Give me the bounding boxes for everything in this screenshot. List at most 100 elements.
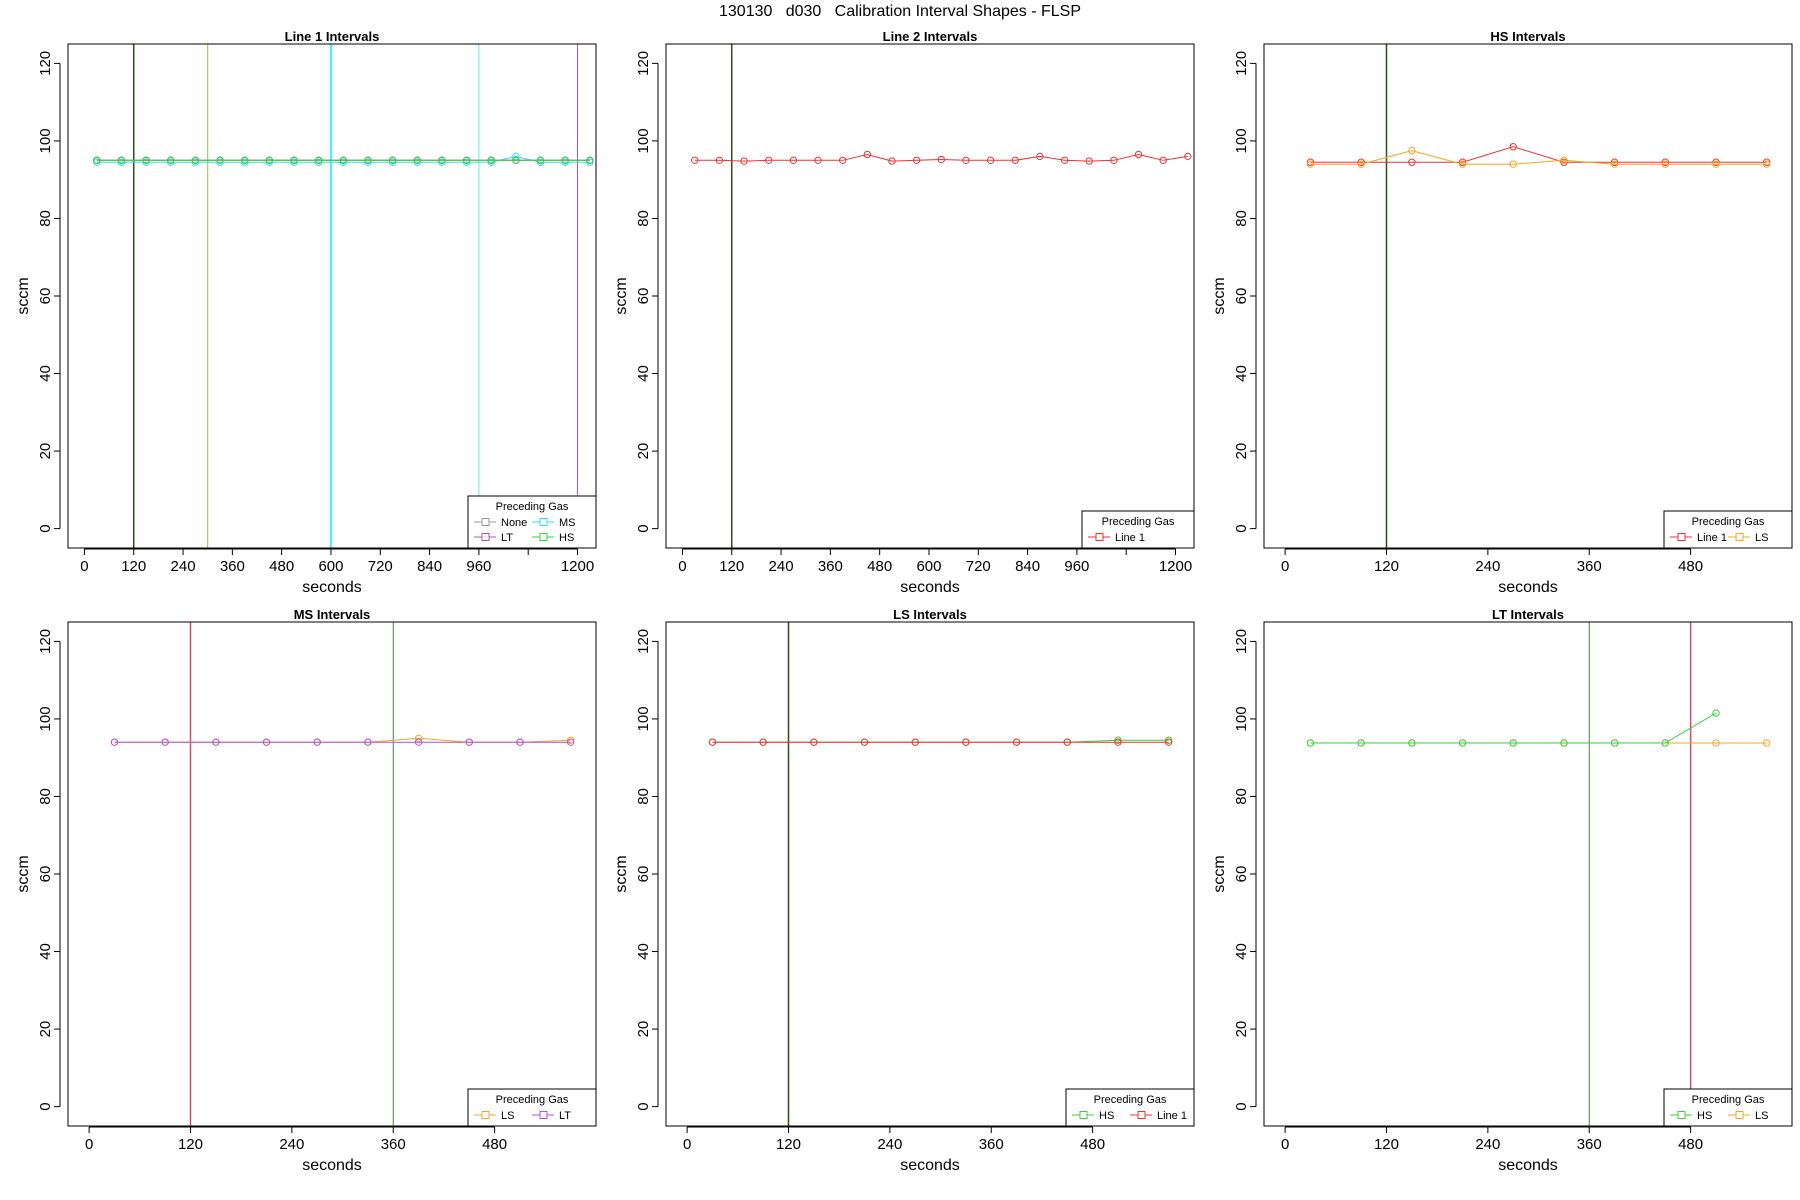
- data-point-line-1: [810, 738, 818, 746]
- y-tick-label: 0: [635, 524, 652, 532]
- data-point-line-1: [1661, 158, 1669, 166]
- y-tick-label: 20: [37, 1021, 54, 1038]
- x-tick-label: 360: [979, 1136, 1004, 1153]
- data-point-ms: [536, 158, 545, 166]
- legend-title: Preceding Gas: [1102, 516, 1175, 528]
- x-tick-label: 480: [1080, 1136, 1105, 1153]
- x-tick-label: 480: [482, 1136, 507, 1153]
- data-point-ms: [314, 158, 323, 166]
- plot-frame: [665, 621, 1195, 1127]
- data-point-hs: [512, 156, 520, 165]
- chart-panel-2: Line 2 Intervals 0 20 40 60 80 100 120 sccm 0 120 2…: [613, 29, 1195, 596]
- y-tick-label: 60: [635, 866, 652, 883]
- data-point-line-1: [1114, 738, 1122, 746]
- data-point-hs: [1712, 709, 1720, 717]
- legend-marker-lt: [539, 1111, 548, 1119]
- y-tick-label: 80: [635, 788, 652, 805]
- y-tick-label: 120: [1233, 51, 1250, 76]
- x-tick-label: 360: [818, 558, 843, 575]
- y-tick-label: 100: [635, 706, 652, 731]
- data-point-line-1: [1012, 738, 1021, 746]
- data-point-hs: [1306, 739, 1315, 747]
- data-point-hs: [265, 156, 274, 165]
- x-tick-label: 1200: [1159, 558, 1192, 575]
- data-point-hs: [487, 156, 495, 165]
- legend-marker-lt: [481, 533, 490, 541]
- chart-title: LT Intervals: [1492, 607, 1564, 622]
- data-point-line-1: [1011, 156, 1019, 165]
- data-point-hs: [1610, 739, 1619, 747]
- chart-panel-6: LT Intervals 0 20 40 60 80 100 120 sccm 0 120 240 36…: [1211, 607, 1793, 1174]
- reference-lines: [1588, 622, 1692, 1126]
- legend: Preceding Gas HS Line 1: [1065, 1088, 1195, 1127]
- data-point-line-1: [1357, 158, 1365, 166]
- data-point-hs: [191, 156, 200, 165]
- data-point-line-1: [708, 738, 717, 746]
- chart-panel-3: HS Intervals 0 20 40 60 80 100 120 sccm 0 120 240 36…: [1211, 29, 1793, 596]
- y-axis: 0 20 40 60 80 100 120 sccm: [1211, 629, 1257, 1111]
- data-point-line-1: [911, 738, 919, 746]
- data-point-ms: [438, 158, 446, 166]
- x-tick-label: 240: [1475, 558, 1500, 575]
- data-point-ls: [1357, 160, 1365, 168]
- legend: Preceding Gas LS LT: [467, 1088, 597, 1127]
- x-tick-label: 360: [1577, 558, 1602, 575]
- series-group: [691, 150, 1192, 165]
- data-point-line-1: [912, 156, 921, 165]
- legend-title: Preceding Gas: [1692, 516, 1765, 528]
- legend: Preceding Gas Line 1 LS: [1663, 510, 1793, 549]
- data-point-hs: [438, 156, 446, 165]
- x-axis: 0 120 240 360 480 600 720 840 960 1200 seconds: [678, 548, 1192, 596]
- y-tick-label: 100: [1233, 706, 1250, 731]
- series-line-line-1: [1310, 146, 1767, 163]
- data-point-ms: [586, 158, 594, 166]
- data-point-ls: [1408, 146, 1416, 155]
- y-axis-label: sccm: [613, 855, 630, 892]
- legend-label-line-1: Line 1: [1157, 1110, 1187, 1122]
- data-point-ms: [93, 158, 101, 166]
- y-tick-label: 0: [1233, 524, 1250, 532]
- data-point-hs: [93, 156, 101, 165]
- figure-title: 130130 d030 Calibration Interval Shapes …: [719, 3, 1081, 20]
- data-point-hs: [1509, 739, 1517, 747]
- y-tick-label: 120: [635, 629, 652, 654]
- data-point-ls: [1306, 160, 1315, 168]
- data-point-hs: [388, 156, 397, 165]
- data-point-ls: [1560, 156, 1568, 165]
- legend-marker-ls: [481, 1111, 490, 1119]
- data-point-lt: [516, 738, 524, 746]
- x-tick-label: 960: [466, 558, 491, 575]
- x-tick-label: 480: [1678, 1136, 1703, 1153]
- x-tick-label: 600: [318, 558, 343, 575]
- y-tick-label: 40: [635, 365, 652, 382]
- y-axis-label: sccm: [1211, 277, 1228, 314]
- data-point-ls: [1509, 160, 1517, 168]
- y-tick-label: 0: [37, 1102, 54, 1110]
- data-point-line-1: [1085, 157, 1093, 165]
- x-tick-label: 240: [1475, 1136, 1500, 1153]
- y-tick-label: 20: [1233, 443, 1250, 460]
- y-tick-label: 100: [1233, 128, 1250, 153]
- y-axis: 0 20 40 60 80 100 120 sccm: [15, 629, 61, 1111]
- data-point-hs: [1560, 739, 1568, 747]
- series-line-line-1: [694, 153, 1188, 162]
- plot-frame: [1263, 621, 1793, 1127]
- data-point-line-1: [1134, 150, 1143, 159]
- data-point-line-1: [860, 738, 869, 746]
- data-point-hs: [413, 156, 421, 165]
- data-point-line-1: [1036, 152, 1044, 161]
- chart-title: MS Intervals: [294, 607, 371, 622]
- legend-marker-hs: [1079, 1111, 1088, 1119]
- legend-marker-line-1: [1095, 533, 1104, 541]
- x-tick-label: 240: [877, 1136, 902, 1153]
- data-point-ls: [1458, 160, 1467, 168]
- y-tick-label: 20: [635, 1021, 652, 1038]
- data-point-line-1: [759, 738, 767, 746]
- chart-title: HS Intervals: [1490, 29, 1565, 44]
- data-point-ms: [487, 158, 495, 166]
- legend-label-line-1: Line 1: [1697, 532, 1727, 544]
- y-tick-label: 60: [1233, 288, 1250, 305]
- data-point-hs: [364, 156, 372, 165]
- x-tick-label: 120: [1374, 1136, 1399, 1153]
- series-line-hs: [1310, 712, 1717, 744]
